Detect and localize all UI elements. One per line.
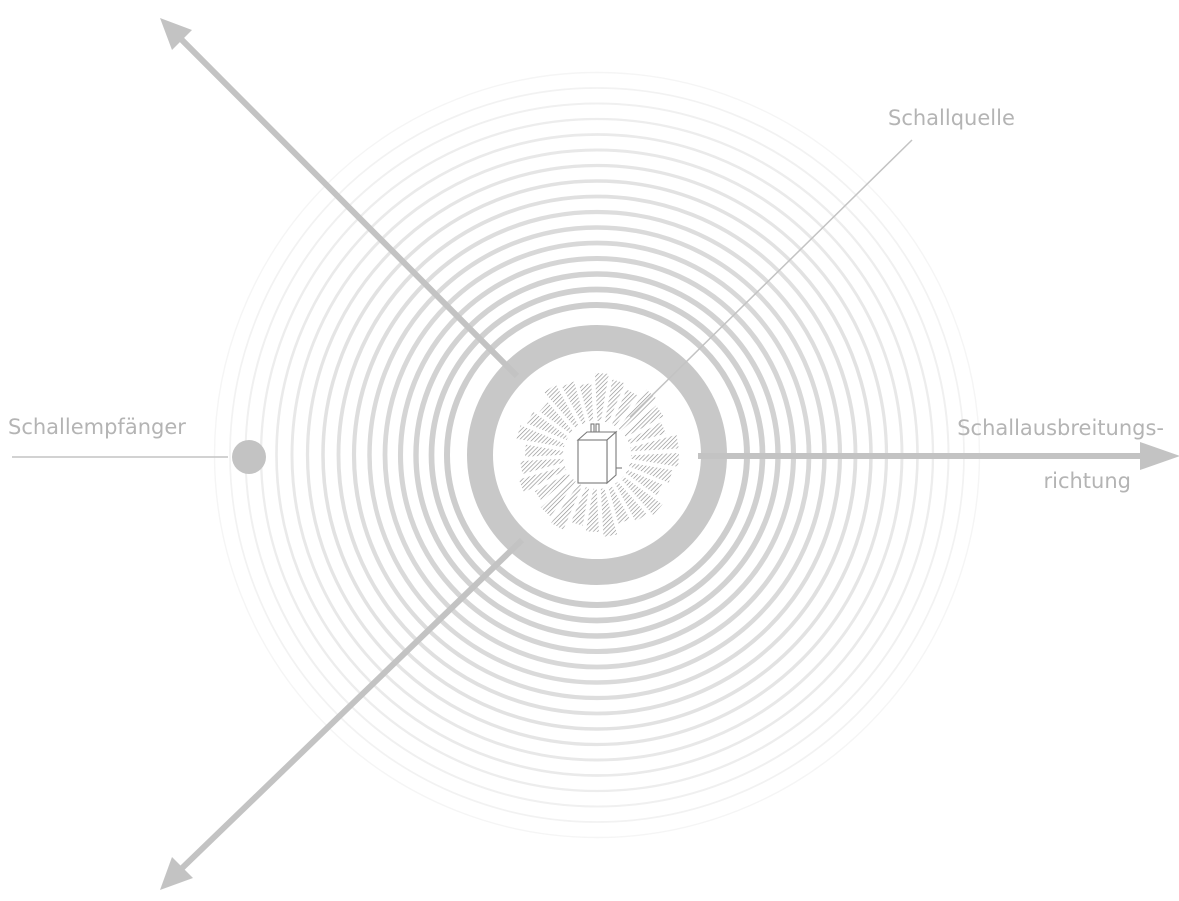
burst-ray — [520, 458, 564, 474]
burst-ray — [623, 405, 664, 437]
burst-ray — [630, 453, 679, 467]
burst-ray — [629, 462, 673, 483]
burst-ray — [595, 373, 609, 422]
direction-label-line1: Schallausbreitungs- — [957, 416, 1164, 440]
burst-ray — [615, 481, 647, 522]
source-emission-burst — [516, 373, 679, 537]
burst-ray — [551, 483, 582, 530]
burst-ray — [630, 434, 679, 452]
burst-ray — [608, 485, 630, 524]
burst-ray — [561, 381, 586, 425]
receiver-label: Schallempfänger — [8, 415, 186, 439]
burst-ray — [518, 466, 567, 493]
arrow-upper-left — [175, 33, 520, 379]
burst-ray — [526, 411, 569, 440]
burst-ray — [544, 384, 579, 429]
burst-ray — [621, 476, 663, 515]
propagation-arrows — [160, 18, 1179, 890]
burst-ray — [540, 479, 576, 517]
arrowhead-right — [1140, 442, 1179, 470]
burst-ray — [516, 425, 565, 448]
burst-ray — [627, 422, 666, 444]
source-leader-line — [629, 139, 913, 418]
burst-ray — [604, 379, 625, 423]
burst-ray — [600, 488, 618, 537]
burst-ray — [525, 444, 564, 457]
burst-ray — [579, 383, 594, 422]
sound-source-device — [576, 423, 622, 485]
source-label: Schallquelle — [888, 106, 1015, 130]
burst-ray — [585, 488, 599, 532]
arrowhead-lower-left — [160, 857, 193, 890]
burst-ray — [534, 473, 571, 502]
arrow-lower-left — [175, 537, 525, 875]
burst-ray — [539, 402, 573, 434]
arrowhead-upper-left — [160, 18, 192, 50]
burst-ray — [571, 487, 590, 526]
receiver-dot — [232, 440, 266, 474]
direction-label-line2: richtung — [1043, 469, 1131, 493]
burst-ray — [612, 389, 638, 427]
burst-ray — [625, 470, 663, 496]
